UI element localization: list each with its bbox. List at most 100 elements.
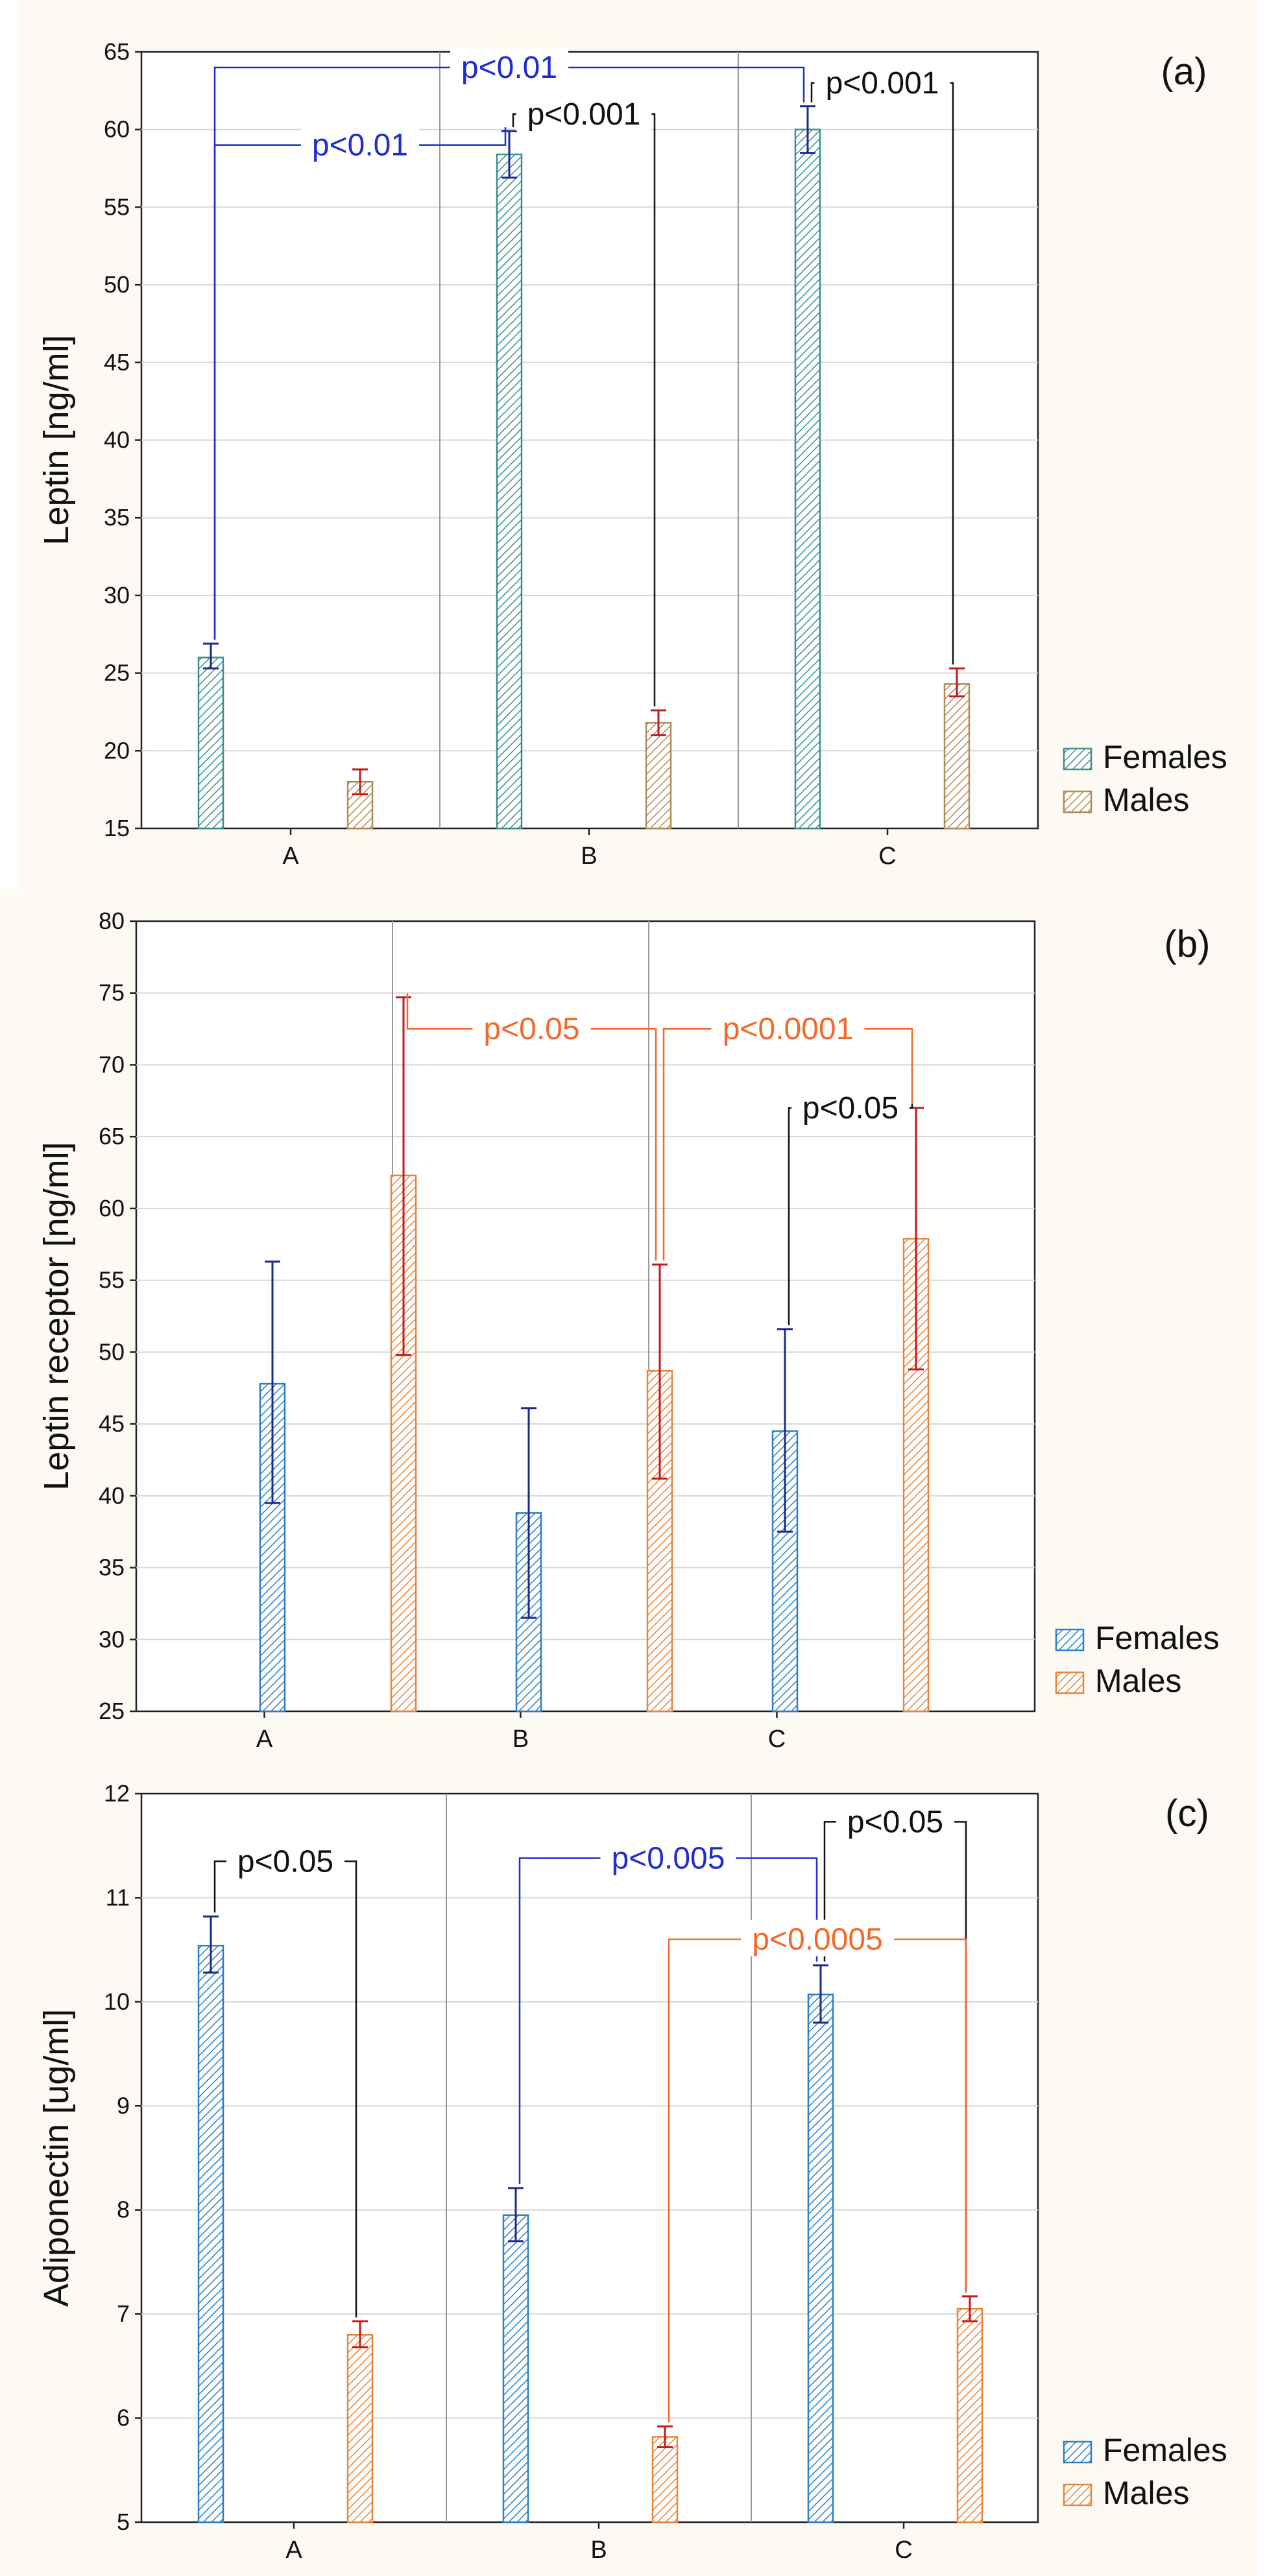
x-tick-label: C [768, 1726, 786, 1753]
significance-label: p<0.05 [483, 1012, 579, 1046]
legend-item-males: Males [1063, 782, 1189, 818]
error-bar [501, 130, 517, 179]
error-bar [521, 1407, 537, 1619]
legend-swatch [1063, 2483, 1092, 2507]
error-bar [508, 2187, 524, 2243]
legend-label: Males [1103, 782, 1189, 818]
significance-bracket: p<0.01 [213, 125, 507, 640]
y-tick-label: 55 [104, 193, 130, 220]
y-tick-label: 11 [106, 1884, 130, 1910]
y-tick-label: 50 [99, 1338, 125, 1365]
y-tick-label: 10 [104, 1988, 130, 2015]
legend-label: Females [1103, 2432, 1227, 2468]
bar-females-c [794, 128, 821, 830]
y-tick-label: 40 [104, 427, 130, 453]
significance-label: p<0.001 [826, 66, 939, 101]
error-bar [352, 768, 368, 795]
significance-label: p<0.005 [612, 1841, 725, 1875]
bar-females-a [197, 656, 224, 830]
y-tick-label: 80 [99, 908, 125, 934]
y-tick-label: 75 [99, 980, 125, 1006]
legend-label: Females [1095, 1620, 1220, 1656]
bar-females-b [502, 2214, 529, 2523]
y-tick-label: 5 [117, 2509, 130, 2535]
y-tick-label: 15 [104, 815, 130, 841]
legend-swatch [1063, 747, 1092, 771]
panel-tag: (a) [1161, 51, 1207, 93]
y-tick-label: 45 [104, 349, 130, 376]
y-tick-label: 45 [99, 1410, 125, 1437]
y-tick-label: 20 [104, 737, 130, 764]
significance-bracket: p<0.01 [213, 47, 805, 640]
legend-swatch [1063, 790, 1092, 813]
legend-item-females: Females [1063, 2432, 1227, 2468]
legend-item-females: Females [1063, 739, 1227, 775]
plot-area [140, 1792, 1039, 2523]
y-tick-label: 7 [117, 2300, 130, 2327]
x-tick-label: B [581, 843, 597, 870]
x-tick-label: B [590, 2536, 607, 2564]
error-bar [265, 1260, 280, 1504]
bar-females-a [197, 1944, 224, 2523]
error-bar [203, 1915, 219, 1974]
y-axis-label: Adiponectin [ug/ml] [37, 2009, 76, 2307]
significance-bracket: p<0.05 [213, 1842, 357, 2318]
y-tick-label: 60 [99, 1195, 125, 1222]
significance-bracket: p<0.0001 [662, 1009, 913, 1261]
error-bar [657, 2425, 673, 2448]
plot-area [135, 920, 1036, 1713]
panel-a: 15 20 25 30 35 40 45 50 55 60 65 A B Cp<0.01 p<0.01 p<0… [19, 0, 1259, 889]
y-tick-label: 30 [104, 582, 130, 608]
panel-tag: (b) [1164, 923, 1211, 965]
significance-bracket: p<0.05 [406, 993, 657, 1261]
y-axis-label: Leptin receptor [ng/ml] [37, 1142, 76, 1490]
error-bar [203, 642, 219, 669]
significance-label: p<0.05 [802, 1091, 898, 1125]
error-bar [949, 667, 965, 698]
bar-males-b [645, 721, 672, 830]
bar-females-c [807, 1993, 834, 2523]
bar-males-a [346, 2333, 374, 2523]
y-tick-label: 40 [99, 1482, 125, 1509]
error-bar [800, 105, 815, 154]
bar-females-c [771, 1430, 799, 1713]
significance-bracket: p<0.005 [518, 1838, 818, 2185]
significance-bracket: p<0.001 [810, 63, 954, 665]
x-tick-label: A [285, 2536, 302, 2564]
significance-label: p<0.01 [312, 128, 408, 163]
legend-item-females: Females [1055, 1620, 1220, 1656]
x-tick-label: C [895, 2536, 912, 2564]
bar-males-b [651, 2436, 679, 2523]
error-bar [813, 1964, 828, 2024]
y-tick-label: 65 [104, 38, 130, 65]
significance-label: p<0.05 [847, 1805, 943, 1839]
legend-item-males: Males [1055, 1663, 1181, 1699]
x-tick-label: A [282, 843, 299, 870]
error-bar [396, 996, 411, 1356]
y-tick-label: 6 [117, 2405, 130, 2431]
y-tick-label: 65 [99, 1123, 125, 1150]
error-bar [651, 709, 666, 736]
legend-swatch [1055, 1671, 1085, 1694]
panel-tag: (c) [1165, 1792, 1209, 1835]
significance-bracket: p<0.05 [788, 1088, 913, 1325]
y-axis-label: Leptin [ng/ml] [37, 335, 76, 545]
legend-label: Females [1103, 739, 1227, 775]
y-tick-label: 55 [99, 1267, 125, 1294]
y-tick-label: 35 [99, 1554, 125, 1581]
x-tick-label: A [256, 1726, 273, 1753]
x-tick-label: B [512, 1726, 529, 1753]
legend-label: Males [1103, 2475, 1189, 2511]
y-tick-label: 25 [99, 1698, 125, 1724]
bar-females-b [496, 153, 523, 830]
panel-c: 5 6 7 8 9 10 11 12 A B Cp<0.05 p<0.005 p<0.05 p<0.000… [0, 1764, 1259, 2576]
x-tick-label: C [878, 843, 896, 870]
significance-label: p<0.01 [461, 51, 557, 85]
y-tick-label: 8 [117, 2197, 130, 2223]
y-tick-label: 30 [99, 1626, 125, 1652]
significance-label: p<0.0005 [752, 1923, 883, 1957]
legend-swatch [1063, 2440, 1092, 2464]
error-bar [352, 2320, 368, 2348]
legend-label: Males [1095, 1663, 1181, 1699]
